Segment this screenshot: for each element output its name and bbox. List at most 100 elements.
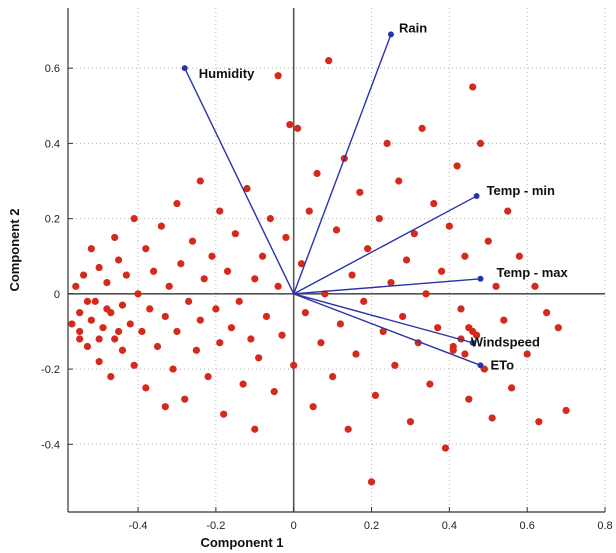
data-point xyxy=(258,252,267,260)
data-point xyxy=(500,316,508,324)
data-point xyxy=(216,339,224,347)
data-point xyxy=(196,177,204,185)
data-point xyxy=(169,365,177,373)
data-point xyxy=(286,120,294,129)
data-point xyxy=(114,256,123,264)
data-point xyxy=(111,335,119,343)
data-point xyxy=(118,301,127,309)
data-point xyxy=(196,316,204,324)
data-point xyxy=(95,357,103,366)
x-tick-label: 0.4 xyxy=(442,520,457,532)
data-point xyxy=(375,215,383,223)
data-point xyxy=(118,346,127,354)
data-point xyxy=(360,297,368,305)
data-point xyxy=(266,215,274,223)
data-point xyxy=(336,320,344,328)
vector-line xyxy=(293,34,392,295)
tick-labels: -0.4 -0.2 0 0.2 0.4 0.6 0.8 -0.4 -0.2 0 0.2 0.4 0.6 xyxy=(41,63,613,532)
data-point xyxy=(488,414,496,422)
data-point xyxy=(157,222,165,230)
y-axis-title: Component 2 xyxy=(7,208,22,291)
data-point xyxy=(364,245,372,253)
data-point xyxy=(515,252,523,260)
y-tick-label: 0.4 xyxy=(45,138,60,150)
axes xyxy=(67,8,606,513)
data-point xyxy=(402,256,411,264)
data-point xyxy=(103,278,111,287)
data-point xyxy=(348,271,356,279)
data-point xyxy=(290,361,298,369)
data-point xyxy=(356,188,364,196)
data-point xyxy=(422,290,430,298)
y-tick-label: -0.2 xyxy=(41,364,60,376)
x-tick-label: -0.4 xyxy=(129,520,148,532)
data-point xyxy=(220,410,228,418)
data-point xyxy=(243,184,251,193)
vector-label: Windspeed xyxy=(471,335,540,350)
data-point xyxy=(83,342,92,351)
vector-label: Rain xyxy=(399,20,427,35)
data-point xyxy=(247,335,255,343)
vector-line xyxy=(184,67,295,295)
data-point xyxy=(165,282,173,290)
vector-endpoint xyxy=(477,362,484,369)
data-point xyxy=(95,335,103,343)
data-point xyxy=(274,72,282,80)
data-point xyxy=(383,139,391,148)
data-point xyxy=(177,260,185,268)
data-point xyxy=(484,237,492,245)
y-tick-label: 0.6 xyxy=(45,63,60,75)
data-point xyxy=(371,391,380,400)
data-point xyxy=(72,282,80,290)
data-point xyxy=(426,380,434,388)
data-point xyxy=(309,403,317,411)
data-point xyxy=(523,350,531,358)
data-point xyxy=(107,372,115,381)
data-point xyxy=(239,380,247,388)
x-tick-label: 0 xyxy=(291,520,297,532)
data-point xyxy=(297,260,306,268)
data-point xyxy=(395,177,403,185)
data-point xyxy=(255,354,263,362)
data-point xyxy=(87,316,95,324)
x-tick-label: -0.2 xyxy=(206,520,225,532)
vector-line xyxy=(293,278,481,295)
data-point xyxy=(461,350,469,358)
data-point xyxy=(130,215,138,223)
x-tick-label: 0.6 xyxy=(520,520,535,532)
data-point xyxy=(251,275,259,283)
data-point xyxy=(274,282,282,290)
data-points xyxy=(68,57,570,486)
data-point xyxy=(508,384,516,392)
vector-endpoint xyxy=(181,65,188,72)
y-tick-label: 0 xyxy=(54,289,60,301)
vector-label: ETo xyxy=(490,357,514,372)
data-point xyxy=(410,230,418,238)
data-point xyxy=(437,267,446,275)
x-tick-label: 0.2 xyxy=(364,520,379,532)
data-point xyxy=(469,327,477,336)
data-point xyxy=(223,267,232,275)
data-point xyxy=(399,312,407,321)
data-point xyxy=(441,444,450,452)
data-point xyxy=(212,305,220,313)
data-point xyxy=(352,350,360,358)
data-point xyxy=(153,342,162,351)
data-point xyxy=(83,297,92,305)
vector-line xyxy=(293,293,481,366)
x-tick-label: 0.8 xyxy=(597,520,612,532)
data-point xyxy=(457,305,465,313)
data-point xyxy=(329,372,337,381)
data-point xyxy=(87,245,95,253)
data-point xyxy=(449,342,457,351)
data-point xyxy=(76,309,84,317)
vector-endpoint xyxy=(473,193,480,200)
data-point xyxy=(173,327,181,336)
vector-label: Temp - max xyxy=(496,265,568,280)
data-point xyxy=(278,331,286,339)
data-point xyxy=(562,406,570,415)
data-point xyxy=(344,425,352,433)
data-point xyxy=(504,207,512,215)
data-point xyxy=(391,361,399,369)
data-point xyxy=(313,169,321,178)
